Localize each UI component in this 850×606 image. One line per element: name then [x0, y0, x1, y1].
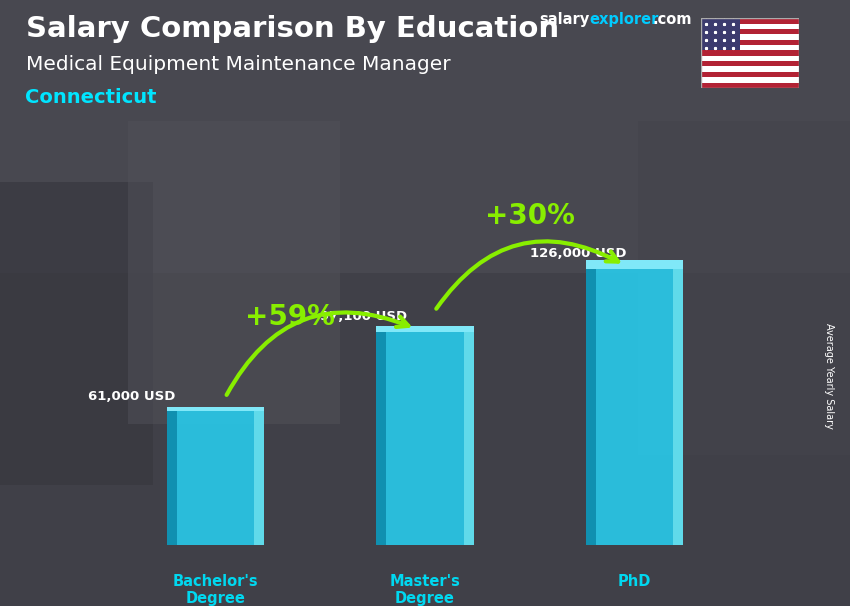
Text: Bachelor's
Degree: Bachelor's Degree [173, 573, 258, 606]
Bar [167, 411, 264, 545]
Text: 97,100 USD: 97,100 USD [320, 310, 407, 324]
Bar [701, 18, 799, 24]
Bar [586, 268, 596, 545]
Text: Average Yearly Salary: Average Yearly Salary [824, 323, 834, 428]
Bar [0, 182, 153, 485]
Text: 61,000 USD: 61,000 USD [88, 390, 176, 402]
Text: Connecticut: Connecticut [26, 88, 157, 107]
Text: 126,000 USD: 126,000 USD [530, 247, 626, 260]
Bar [701, 82, 799, 88]
Bar [167, 407, 264, 411]
Bar [128, 121, 340, 424]
Bar [701, 35, 799, 39]
Bar [701, 67, 799, 72]
Bar [464, 332, 473, 545]
Bar [701, 29, 799, 35]
Text: +59%: +59% [246, 302, 335, 330]
Bar [254, 411, 264, 545]
Bar [701, 18, 740, 50]
Bar [701, 56, 799, 61]
Bar [673, 268, 683, 545]
Bar [0, 273, 850, 606]
Text: Medical Equipment Maintenance Manager: Medical Equipment Maintenance Manager [26, 55, 450, 73]
Bar [701, 77, 799, 82]
Bar [701, 61, 799, 67]
Bar [701, 24, 799, 29]
Bar [586, 268, 683, 545]
Bar [0, 0, 850, 273]
Text: .com: .com [653, 12, 692, 27]
Bar [701, 72, 799, 77]
Bar [377, 332, 473, 545]
Bar [701, 39, 799, 45]
Text: explorer: explorer [589, 12, 659, 27]
Bar [701, 45, 799, 50]
Bar [167, 411, 177, 545]
Text: PhD: PhD [618, 573, 651, 588]
Bar [701, 50, 799, 56]
Text: Salary Comparison By Education: Salary Comparison By Education [26, 15, 558, 43]
Bar [377, 332, 386, 545]
Bar [586, 261, 683, 268]
Text: +30%: +30% [484, 202, 575, 230]
Text: salary: salary [540, 12, 590, 27]
Text: Master's
Degree: Master's Degree [389, 573, 461, 606]
Bar [377, 325, 473, 332]
Bar [638, 121, 850, 454]
